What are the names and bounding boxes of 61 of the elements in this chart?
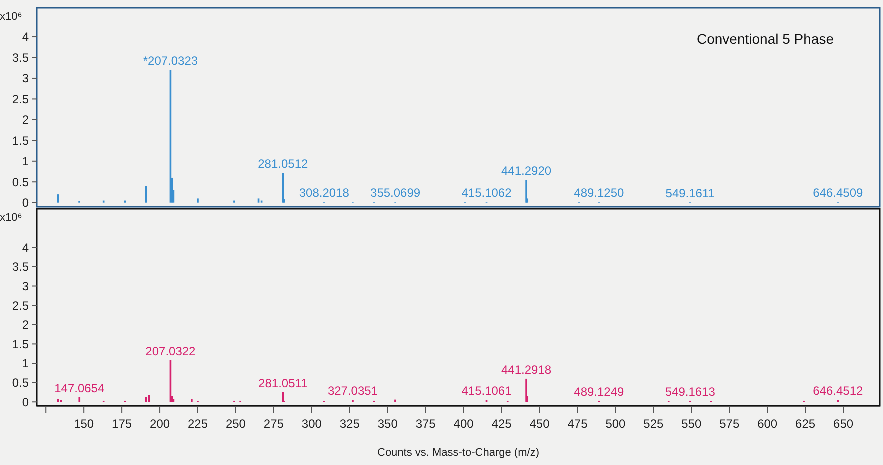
y-tick-label: 2.5 <box>12 298 30 313</box>
y-tick-label: 4 <box>22 30 30 44</box>
x-tick-label: 200 <box>150 417 170 431</box>
y-tick-label: 0 <box>22 196 30 210</box>
x-axis-title: Counts vs. Mass-to-Charge (m/z) <box>378 447 540 459</box>
x-tick-label: 350 <box>378 417 398 431</box>
annotation: 308.2018 <box>299 186 350 200</box>
annotation: 646.4512 <box>813 384 864 398</box>
annotation: 549.1613 <box>665 384 716 399</box>
annotation: 489.1250 <box>574 186 625 200</box>
y-tick-label: 1 <box>22 154 30 169</box>
y-tick-label: 4 <box>22 240 30 255</box>
annotation: 355.0699 <box>370 186 421 200</box>
annotation: 415.1061 <box>462 384 512 398</box>
y-tick-label: 1 <box>22 356 30 371</box>
y-tick-label: 1.5 <box>12 337 30 352</box>
annotation: 281.0512 <box>258 157 308 172</box>
x-tick-label: 300 <box>302 417 322 431</box>
annotation: 207.0322 <box>146 344 196 358</box>
annotation: 147.0654 <box>54 382 105 396</box>
x-tick-label: 150 <box>74 417 94 431</box>
annotation: 441.2918 <box>502 362 552 377</box>
x-tick-label: 650 <box>834 417 854 431</box>
y-axis-title: x10⁶ <box>0 212 22 224</box>
x-tick-label: 225 <box>188 417 208 431</box>
x-tick-label: 400 <box>454 417 474 431</box>
annotation: 327.0351 <box>328 384 378 398</box>
x-tick-label: 375 <box>416 417 436 431</box>
annotation: 441.2920 <box>502 164 552 178</box>
annotation: 646.4509 <box>813 186 864 200</box>
y-tick-label: 2 <box>22 318 30 332</box>
x-tick-label: 575 <box>720 417 740 431</box>
x-tick-label: 325 <box>340 417 360 431</box>
x-tick-label: 275 <box>264 417 284 431</box>
y-tick-label: 3.5 <box>12 50 30 65</box>
annotation: 281.0511 <box>258 376 308 390</box>
y-tick-label: 2.5 <box>12 92 30 106</box>
x-tick-label: 475 <box>568 417 588 431</box>
y-tick-label: 0 <box>22 395 30 410</box>
y-tick-label: 3 <box>22 72 30 86</box>
x-tick-label: 525 <box>644 417 664 431</box>
annotation: *207.0323 <box>143 54 198 68</box>
y-tick-label: 2 <box>22 113 30 128</box>
y-axis-title: x10⁶ <box>0 11 22 23</box>
y-tick-label: 1.5 <box>12 134 30 148</box>
y-tick-label: 3.5 <box>12 260 30 274</box>
x-tick-label: 425 <box>492 417 512 431</box>
annotation: 549.1611 <box>666 186 716 200</box>
annotation: 489.1249 <box>574 384 625 399</box>
x-tick-label: 450 <box>530 417 550 431</box>
text: Conventional 5 Phase <box>697 31 834 47</box>
x-tick-label: 500 <box>606 417 626 431</box>
x-tick-label: 175 <box>112 417 132 431</box>
annotation: 415.1062 <box>462 186 512 200</box>
x-tick-label: 600 <box>758 417 778 431</box>
y-tick-label: 0.5 <box>12 376 30 390</box>
x-tick-label: 250 <box>226 417 246 431</box>
y-tick-label: 3 <box>22 279 30 294</box>
x-tick-label: 550 <box>682 417 702 431</box>
x-tick-label: 625 <box>796 417 816 431</box>
y-tick-label: 0.5 <box>12 175 30 190</box>
